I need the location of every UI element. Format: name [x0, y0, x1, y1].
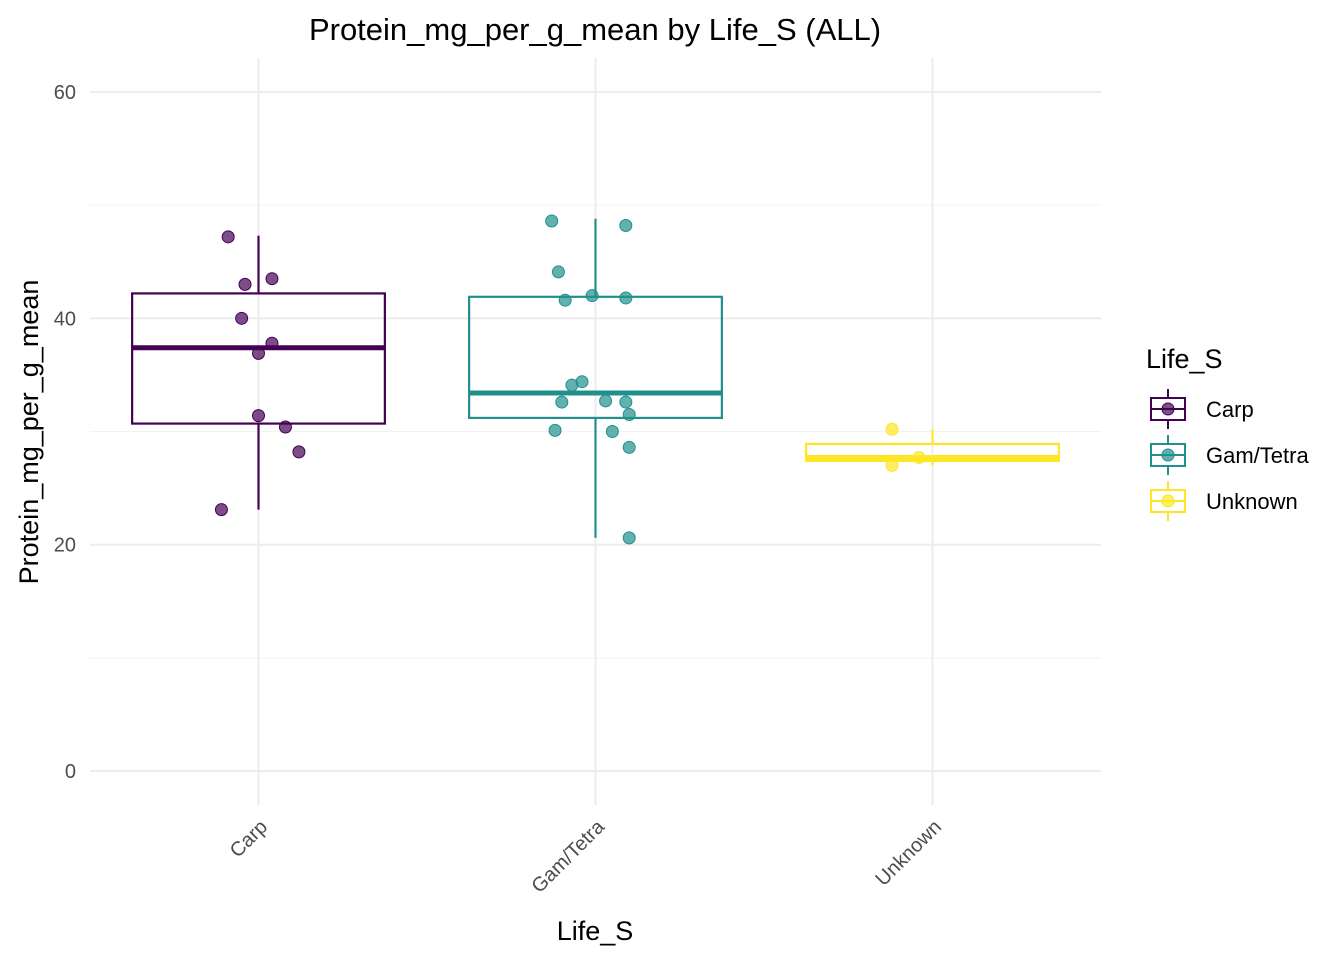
data-point — [278, 420, 292, 434]
legend-item: Carp — [1150, 389, 1254, 429]
box-iqr — [805, 442, 1060, 463]
y-axis-title: Protein_mg_per_g_mean — [14, 280, 44, 585]
data-point — [585, 289, 599, 303]
chart-title: Protein_mg_per_g_mean by Life_S (ALL) — [309, 12, 881, 47]
data-point — [619, 219, 633, 233]
data-point — [265, 272, 279, 286]
data-point — [548, 423, 562, 437]
data-point — [551, 265, 565, 279]
data-point — [912, 451, 926, 465]
y-tick-label: 40 — [54, 308, 76, 330]
legend-items: Carp Gam/Tetra Unknown — [1150, 389, 1309, 521]
boxes — [131, 218, 1060, 538]
data-point — [575, 375, 589, 389]
legend-item: Gam/Tetra — [1150, 435, 1309, 475]
data-points — [214, 214, 926, 545]
data-point — [221, 230, 235, 244]
data-point — [622, 408, 636, 422]
data-point — [292, 445, 306, 459]
data-point — [252, 409, 265, 423]
data-point — [622, 531, 636, 545]
y-tick-label: 20 — [54, 535, 76, 557]
data-point — [619, 395, 633, 409]
data-point — [619, 291, 633, 305]
legend: Life_S Carp Gam/Tetra Unknown — [1146, 344, 1309, 521]
data-point — [214, 503, 228, 517]
data-point — [252, 346, 265, 360]
x-axis-title: Life_S — [557, 916, 634, 946]
legend-key-point — [1161, 402, 1175, 416]
data-point — [238, 277, 252, 291]
data-point — [545, 214, 559, 228]
legend-label: Gam/Tetra — [1206, 443, 1309, 468]
data-point — [885, 458, 899, 472]
y-tick-label: 0 — [65, 761, 76, 783]
data-point — [558, 293, 572, 307]
legend-label: Carp — [1206, 397, 1254, 422]
y-tick-labels: 0 20 40 60 — [54, 82, 76, 783]
legend-item: Unknown — [1150, 481, 1298, 521]
legend-key-point — [1161, 448, 1175, 462]
data-point — [885, 422, 899, 436]
data-point — [265, 336, 279, 350]
y-tick-label: 60 — [54, 82, 76, 104]
data-point — [605, 425, 619, 438]
data-point — [622, 440, 636, 454]
legend-key-point — [1161, 494, 1175, 508]
data-point — [235, 311, 249, 325]
box-iqr — [131, 292, 386, 425]
data-point — [555, 395, 569, 409]
legend-label: Unknown — [1206, 489, 1298, 514]
data-point — [599, 394, 613, 408]
legend-title: Life_S — [1146, 344, 1223, 374]
